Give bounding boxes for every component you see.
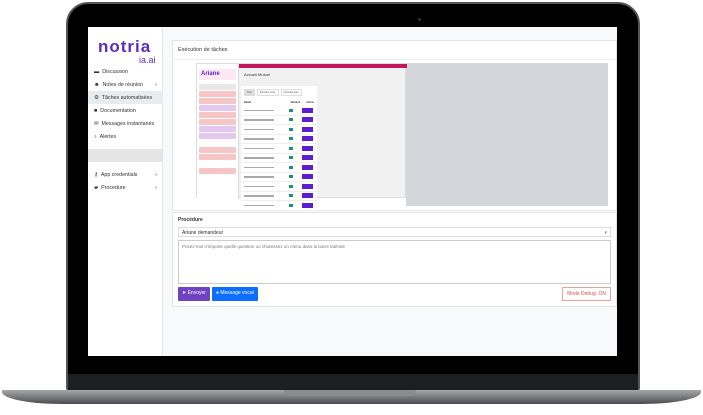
inner-menu-item (199, 147, 236, 153)
chevron-left-icon: ‹ (155, 171, 157, 178)
procedure-selected: Ariane demandeur (182, 230, 224, 236)
inner-logo: Ariane (199, 69, 236, 80)
inner-table-row (241, 192, 317, 201)
gears-icon: ⚙ (94, 94, 99, 101)
inner-menu-item (199, 161, 236, 167)
sidebar-item-label: Alertes (99, 133, 117, 140)
inner-header-member: Membre (290, 101, 301, 104)
inner-table-row (241, 125, 317, 135)
laptop-base (2, 390, 701, 404)
camera (418, 18, 421, 21)
screenshot-viewport (406, 63, 608, 206)
book-icon: ■ (94, 107, 98, 114)
inner-table-row (241, 135, 317, 144)
inner-menu-item (199, 112, 236, 118)
sidebar-item-label: Documentation (100, 107, 136, 114)
screen: notria ia.ai ▬ Discussion ☻ Notes de réunio… (88, 27, 617, 356)
inner-tab[interactable]: Fonction mod. (256, 89, 279, 96)
send-icon: ➤ (182, 290, 188, 296)
inner-table-row (241, 144, 317, 154)
inner-menu-item (199, 98, 236, 104)
chevron-left-icon: ‹ (155, 81, 157, 88)
sidebar-item-label: Discussion (102, 68, 128, 75)
sidebar-item[interactable]: ■ Documentation (88, 104, 163, 117)
task-execution-card: Exécution de tâches Ariane Accueil Mutue… (172, 40, 617, 211)
sidebar-item[interactable]: ✉ Messages instantanés (88, 117, 163, 130)
task-screenshot: Ariane Accueil Mutuel Tout Fonction mod. F… (196, 63, 407, 211)
inner-tab[interactable]: Fonction auto (280, 89, 302, 96)
laptop-notch (284, 390, 416, 396)
divider (88, 149, 163, 162)
inner-header-status: Statut (244, 101, 252, 104)
sidebar-item[interactable]: ♪ Alertes (88, 130, 163, 143)
sidebar-item[interactable]: ▬ Discussion (88, 65, 163, 78)
sidebar-item[interactable]: ▰ Procedure ‹ (88, 181, 163, 194)
inner-header-action: Action (306, 101, 314, 104)
key-icon: ⚷ (94, 171, 98, 178)
inner-table-row (241, 163, 317, 173)
voice-message-button[interactable]: ● Message vocal (211, 287, 258, 301)
inner-table-row (241, 116, 317, 125)
inner-menu-item (199, 133, 236, 139)
procedure-select[interactable]: Ariane demandeur ▾ (178, 227, 611, 237)
sidebar-item[interactable]: ⚙ Tâches automatisées (88, 91, 163, 104)
sidebar-item-label: Notes de réunion (102, 81, 143, 88)
sidebar-item-label: App credentials (100, 171, 138, 178)
sidebar-nav: ▬ Discussion ☻ Notes de réunion ‹ ⚙ Tâches aut… (88, 65, 163, 194)
inner-menu-item (199, 154, 236, 160)
inner-menu-item (199, 119, 236, 125)
inner-table-row (241, 182, 317, 192)
inner-table-row (241, 173, 317, 182)
sidebar-item-label: Procedure (101, 184, 126, 191)
chevron-left-icon: ‹ (155, 184, 157, 191)
inner-user: Accueil Mutuel (244, 72, 271, 77)
procedure-panel: Procédure Ariane demandeur ▾ Posez-moi n'… (172, 212, 617, 307)
logo-sub: ia.ai (139, 55, 156, 65)
inner-menu-item (199, 126, 236, 132)
inner-table-row (241, 201, 317, 211)
inner-menu-item (199, 105, 236, 111)
inner-tab[interactable]: Tout (244, 89, 255, 96)
microphone-icon: ● (215, 290, 221, 296)
laptop-chin (68, 374, 638, 392)
users-icon: ☻ (94, 81, 100, 88)
procedure-label: Procédure (178, 217, 203, 223)
inner-table-row (241, 106, 317, 116)
debug-mode-button[interactable]: Mode Debug: ON (562, 287, 611, 301)
inner-table-row (241, 154, 317, 163)
sidebar-item[interactable]: ⚷ App credentials ‹ (88, 168, 163, 181)
sidebar-item-label: Messages instantanés (101, 120, 155, 127)
message-input[interactable]: Posez-moi n'importe quelle question ou c… (178, 240, 611, 284)
inner-menu-item (199, 168, 236, 174)
sidebar: notria ia.ai ▬ Discussion ☻ Notes de réunio… (88, 27, 163, 356)
page-title: Exécution de tâches (173, 41, 616, 60)
inner-menu-item (199, 140, 236, 146)
inner-menu-item (199, 91, 236, 97)
folder-icon: ▰ (94, 184, 99, 191)
sidebar-item-label: Tâches automatisées (101, 94, 153, 101)
logo: notria (98, 37, 152, 56)
inner-menu-item (199, 84, 236, 90)
envelope-icon: ✉ (94, 120, 99, 127)
chat-icon: ▬ (94, 68, 100, 75)
send-button[interactable]: ➤ Envoyer (178, 287, 210, 301)
sidebar-item[interactable]: ☻ Notes de réunion ‹ (88, 78, 163, 91)
bell-icon: ♪ (94, 133, 97, 140)
chevron-down-icon: ▾ (604, 230, 607, 236)
